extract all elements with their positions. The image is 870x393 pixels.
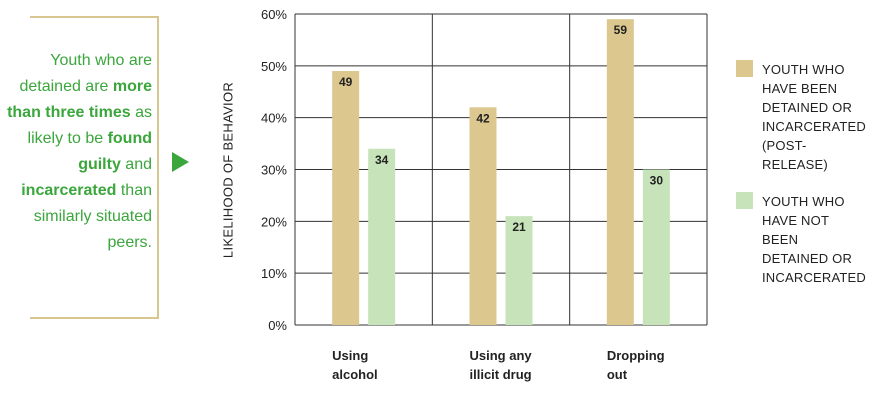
callout-emphasis: more than three times	[7, 78, 152, 121]
x-category-label: Using any	[470, 348, 533, 363]
legend-swatch-not-detained	[736, 192, 753, 209]
bar-detained	[332, 71, 360, 326]
callout-segment: than similarly situated peers.	[33, 182, 152, 251]
legend: YOUTH WHO HAVE BEEN DETAINED OR INCARCER…	[736, 60, 866, 305]
y-tick-label: 50%	[261, 59, 287, 74]
bar-detained	[606, 19, 634, 326]
x-category-label: illicit drug	[470, 367, 532, 382]
legend-item-not-detained: YOUTH WHO HAVE NOT BEEN DETAINED OR INCA…	[736, 192, 866, 287]
callout-segment: as likely to be	[27, 104, 152, 147]
callout-segment: and	[120, 156, 152, 173]
legend-label-detained: YOUTH WHO HAVE BEEN DETAINED OR INCARCER…	[762, 62, 867, 172]
y-tick-label: 30%	[261, 163, 287, 178]
x-category-label: Dropping	[607, 348, 665, 363]
y-tick-label: 20%	[261, 214, 287, 229]
bar-value-label: 21	[512, 220, 526, 234]
x-category-label: out	[607, 367, 628, 382]
bar-not-detained	[642, 169, 670, 325]
callout-frame	[30, 16, 159, 319]
bar-value-label: 42	[476, 111, 490, 125]
callout-emphasis: incarcerated	[21, 182, 117, 199]
bar-value-label: 30	[650, 174, 664, 188]
y-tick-label: 10%	[261, 266, 287, 281]
x-category-label: alcohol	[332, 367, 378, 382]
x-category-label: Using	[332, 348, 368, 363]
callout-emphasis: found guilty	[78, 130, 152, 173]
arrow-right-icon	[172, 152, 189, 172]
bar-not-detained	[368, 148, 396, 325]
bar-value-label: 49	[339, 75, 353, 89]
callout-segment: Youth who are detained are	[19, 52, 152, 95]
y-tick-label: 40%	[261, 111, 287, 126]
legend-label-not-detained: YOUTH WHO HAVE NOT BEEN DETAINED OR INCA…	[762, 194, 867, 285]
legend-item-detained: YOUTH WHO HAVE BEEN DETAINED OR INCARCER…	[736, 60, 866, 174]
bar-not-detained	[505, 216, 533, 325]
callout-text: Youth who are detained are more than thr…	[2, 48, 152, 256]
bar-value-label: 34	[375, 153, 389, 167]
y-tick-label: 0%	[268, 318, 287, 333]
y-tick-label: 60%	[261, 7, 287, 22]
legend-swatch-detained	[736, 60, 753, 77]
bar-detained	[469, 107, 497, 325]
bar-value-label: 59	[614, 23, 628, 37]
callout-box: Youth who are detained are more than thr…	[0, 0, 160, 320]
